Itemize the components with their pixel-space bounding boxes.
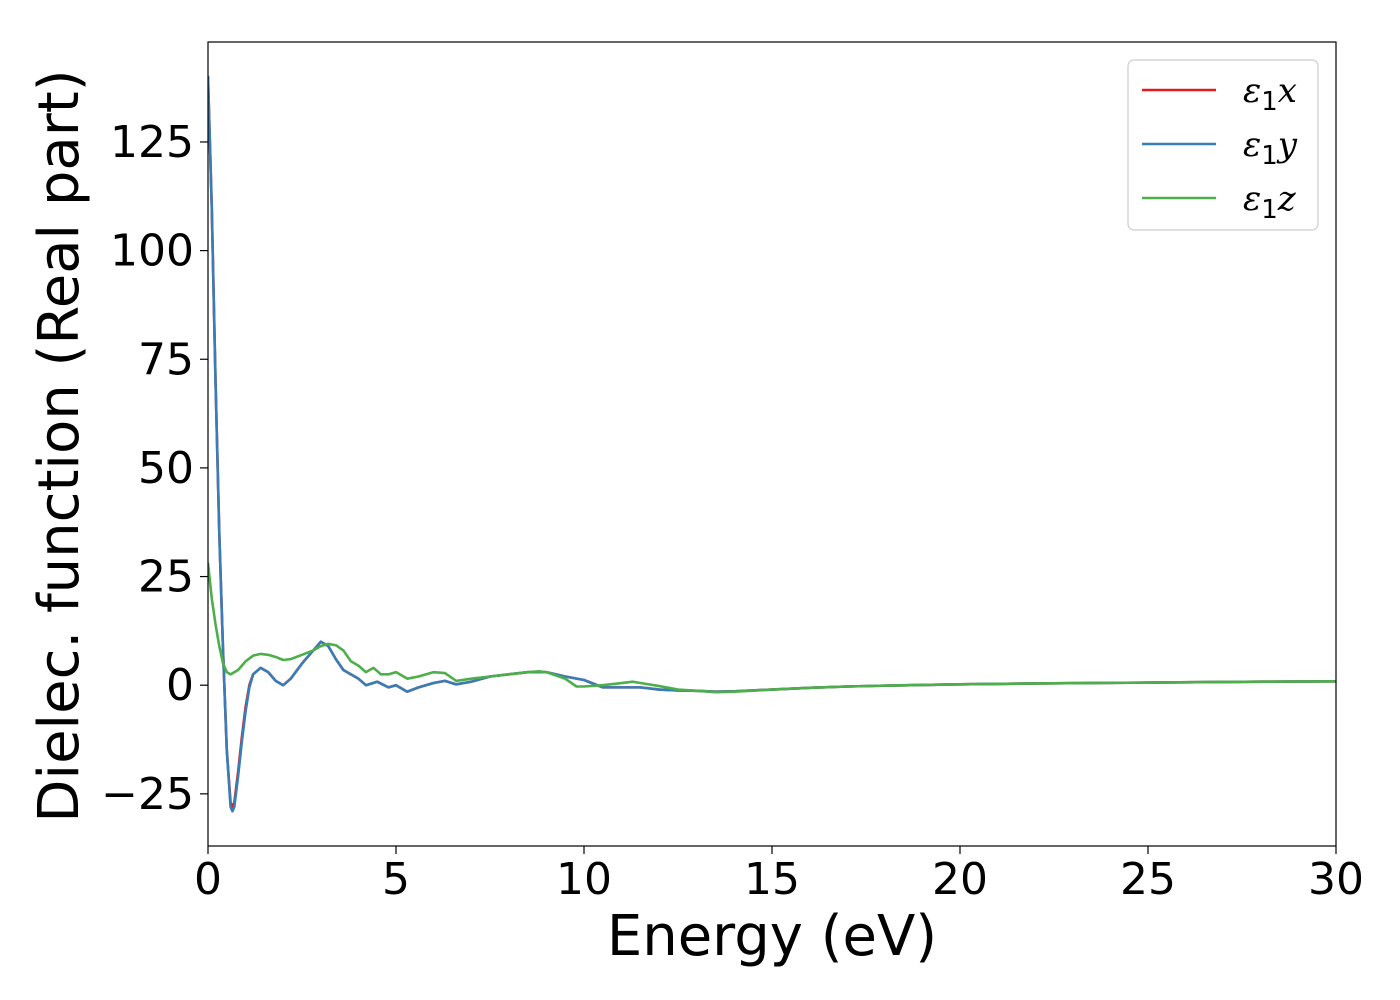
legend: ε1x ε1y ε1z (1127, 59, 1319, 231)
legend-box (1127, 59, 1319, 231)
legend-label: ε1x (1243, 71, 1297, 117)
x-tick-label: 20 (932, 854, 988, 905)
y-axis-title: Dielec. function (Real part) (27, 69, 92, 822)
y-tick-label: 50 (138, 443, 194, 494)
y-tick-label: 0 (166, 660, 194, 711)
legend-label: ε1y (1243, 125, 1298, 171)
series-layer (208, 75, 1336, 813)
y-tick-label: 75 (138, 334, 194, 385)
x-tick-label: 10 (556, 854, 612, 905)
x-tick-label: 15 (744, 854, 800, 905)
x-tick-label: 25 (1120, 854, 1176, 905)
series-line-3 (208, 562, 1336, 694)
x-axis: 0 5 10 15 20 25 30 (194, 846, 1364, 905)
x-tick-label: 30 (1308, 854, 1364, 905)
legend-label: ε1z (1243, 179, 1297, 225)
x-tick-label: 0 (194, 854, 222, 905)
y-tick-label: 100 (110, 226, 194, 277)
y-tick-label: −25 (101, 769, 194, 820)
y-tick-label: 125 (110, 117, 194, 168)
x-tick-label: 5 (382, 854, 410, 905)
y-axis: −25 0 25 50 75 100 125 (101, 117, 208, 820)
x-axis-title: Energy (eV) (607, 904, 937, 969)
y-tick-label: 25 (138, 552, 194, 603)
